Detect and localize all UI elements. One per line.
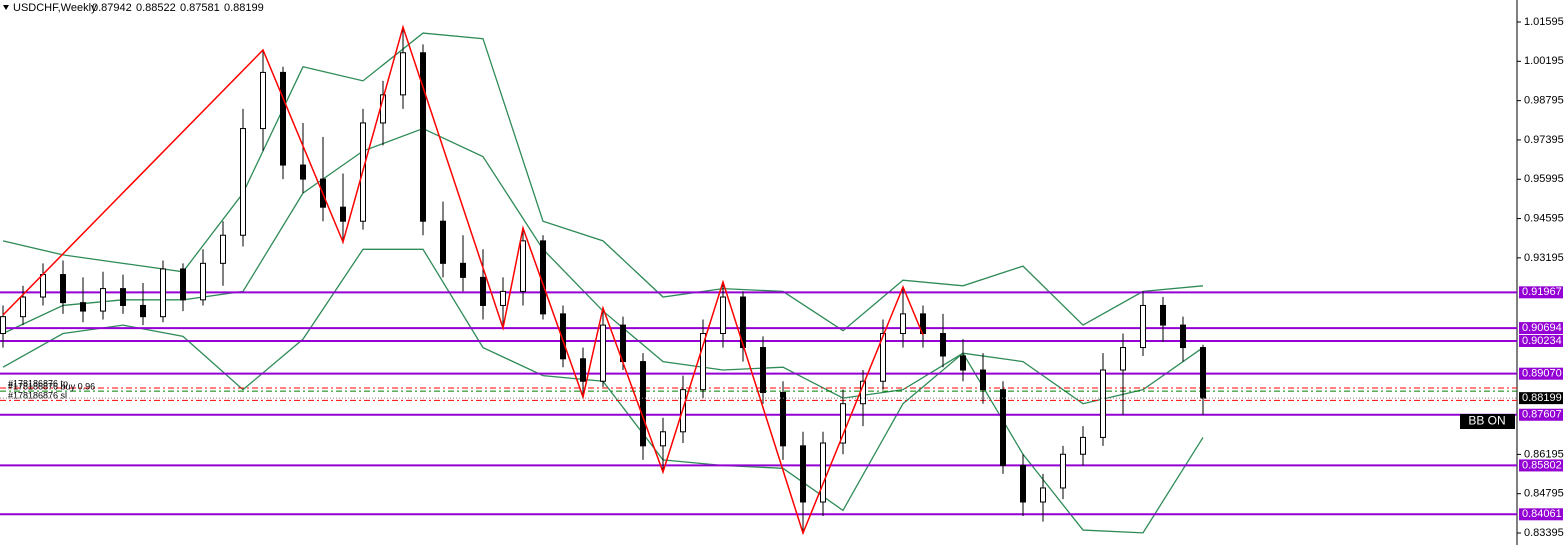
candle-body	[40, 274, 46, 298]
candle-body	[760, 347, 766, 393]
level-label-box	[1519, 408, 1563, 421]
candle-body	[60, 274, 66, 304]
level-label: 0.87607	[1522, 409, 1562, 421]
y-tick-label: 0.84795	[1524, 488, 1564, 500]
candle-body	[1040, 487, 1046, 503]
candle-body	[80, 302, 86, 312]
candle-body	[1140, 304, 1146, 349]
candle-body	[120, 288, 126, 306]
order-label: #178186876 sl	[8, 391, 67, 401]
order-label: #178186876 tp	[8, 378, 68, 388]
candle-body	[780, 391, 786, 447]
candle-body	[200, 262, 206, 301]
candle-body	[940, 333, 946, 357]
level-label-box	[1519, 322, 1563, 335]
level-label: 0.85802	[1522, 459, 1562, 471]
candle-body	[660, 431, 666, 447]
candle-body	[440, 220, 446, 264]
level-label: 0.90234	[1522, 335, 1562, 347]
y-tick-label: 0.86195	[1524, 448, 1564, 460]
level-label-box	[1519, 334, 1563, 347]
candle-body	[240, 128, 246, 236]
candle-body	[720, 296, 726, 335]
candle-body	[180, 268, 186, 301]
level-label-box	[1519, 286, 1563, 299]
y-tick-label: 1.00195	[1524, 55, 1564, 67]
y-tick-label: 0.93195	[1524, 252, 1564, 264]
candle-body	[1000, 389, 1006, 466]
candle-body	[1020, 464, 1026, 503]
indicator-label: BB ON	[1468, 414, 1505, 428]
candle-body	[100, 288, 106, 312]
level-label-box	[1519, 459, 1563, 472]
level-label-box	[1519, 367, 1563, 380]
candle-body	[1060, 453, 1066, 489]
candle-body	[1080, 436, 1086, 455]
candle-body	[1100, 369, 1106, 438]
candle-body	[900, 313, 906, 335]
current-price-label: 0.88199	[1522, 392, 1562, 404]
y-tick-label: 0.98795	[1524, 95, 1564, 107]
candle-body	[1120, 347, 1126, 371]
level-label: 0.91967	[1522, 286, 1562, 298]
level-label: 0.89070	[1522, 368, 1562, 380]
quote-value: 0.87942	[92, 2, 132, 14]
candle-body	[640, 361, 646, 447]
candle-body	[400, 52, 406, 96]
candle-body	[480, 276, 486, 306]
candle-body	[980, 369, 986, 391]
candle-body	[20, 296, 26, 318]
y-tick-label: 0.94595	[1524, 212, 1564, 224]
candle-body	[700, 333, 706, 391]
y-tick-label: 0.83395	[1524, 527, 1564, 539]
zigzag	[2, 24, 924, 536]
candle-body	[420, 52, 426, 222]
candle-body	[820, 442, 826, 503]
candle-body	[160, 268, 166, 318]
order-label: #178186876 buy 0.96	[8, 381, 95, 391]
indicator-box	[1460, 414, 1515, 429]
candle-body	[1180, 324, 1186, 349]
candle-body	[1160, 304, 1166, 326]
candle-body	[560, 313, 566, 360]
menu-arrow[interactable]	[3, 5, 9, 10]
y-tick-label: 0.97395	[1524, 134, 1564, 146]
quote-value: 0.88522	[136, 2, 176, 14]
candle-body	[880, 333, 886, 382]
y-tick-label: 1.01595	[1524, 16, 1564, 28]
current-price-box	[1519, 392, 1563, 405]
candle-body	[260, 71, 266, 130]
candle-body	[140, 304, 146, 318]
candle-body	[960, 355, 966, 371]
quote-value: 0.87581	[180, 2, 220, 14]
candle-body	[800, 445, 806, 503]
candle-body	[280, 71, 286, 166]
level-label: 0.90694	[1522, 322, 1562, 334]
candle-body	[500, 290, 506, 306]
symbol: USDCHF,Weekly	[13, 2, 97, 14]
candle-body	[580, 358, 586, 382]
candle-body	[220, 234, 226, 264]
candle-body	[0, 316, 6, 335]
candle-body	[300, 164, 306, 180]
candle-body	[1200, 347, 1206, 399]
quote-value: 0.88199	[224, 2, 264, 14]
candle-body	[520, 240, 526, 292]
candle-body	[460, 262, 466, 278]
y-tick-label: 0.95995	[1524, 173, 1564, 185]
candle-body	[740, 296, 746, 349]
candle-body	[840, 403, 846, 444]
candle-body	[340, 206, 346, 222]
bollinger-band	[2, 32, 1204, 332]
level-label-box	[1519, 508, 1563, 521]
level-label: 0.84061	[1522, 508, 1562, 520]
candle-body	[600, 324, 606, 382]
